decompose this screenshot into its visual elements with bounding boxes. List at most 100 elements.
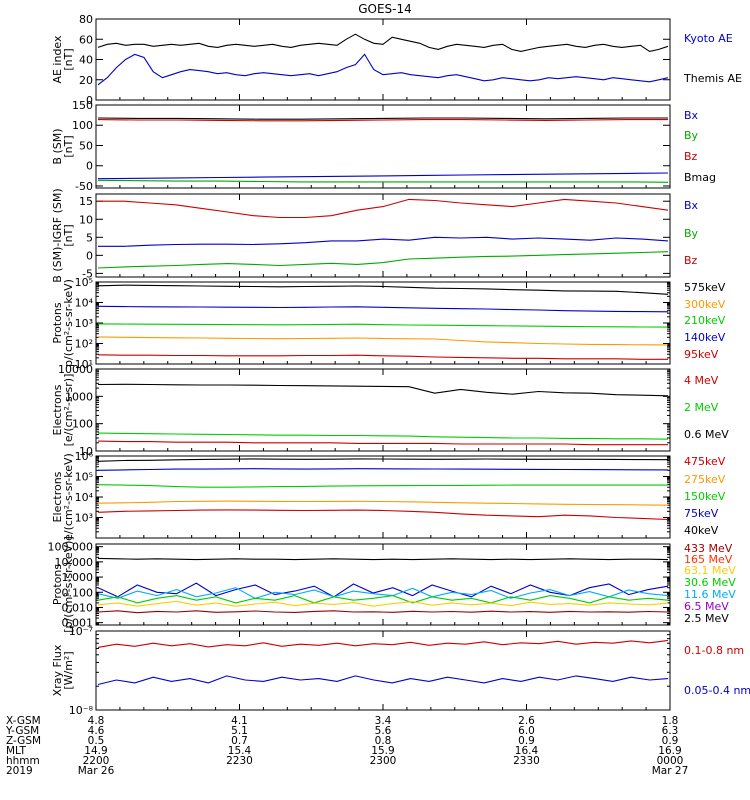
series-line bbox=[97, 557, 669, 561]
y-tick-label: 10⁶ bbox=[75, 450, 94, 463]
legend-label: Kyoto AE bbox=[684, 32, 733, 45]
series-line bbox=[97, 117, 668, 120]
ephemeris-cell: 6.3 bbox=[662, 725, 679, 737]
legend-label: 165 MeV bbox=[684, 553, 733, 566]
y-tick-label: 10¹ bbox=[75, 358, 93, 371]
ephemeris-cell: 0.7 bbox=[231, 735, 248, 747]
ephemeris-cell: 4.1 bbox=[231, 715, 248, 727]
y-tick-label: 40 bbox=[79, 54, 93, 67]
series-line bbox=[97, 587, 669, 599]
legend-label: 2 MeV bbox=[684, 401, 719, 414]
legend-label: 433 MeV bbox=[684, 542, 733, 555]
legend-label: 95keV bbox=[684, 348, 719, 361]
y-tick-label: 80 bbox=[79, 13, 93, 26]
series-line bbox=[97, 600, 669, 607]
y-axis-label: [p/(cm²-s-sr-keV)] bbox=[62, 536, 75, 633]
ephemeris-cell: 4.6 bbox=[88, 725, 105, 737]
legend-label: 63.1 MeV bbox=[684, 564, 736, 577]
series-line bbox=[97, 639, 669, 648]
series-line bbox=[97, 284, 669, 295]
legend-label: 210keV bbox=[684, 314, 726, 327]
ephemeris-cell: Mar 27 bbox=[652, 765, 689, 777]
y-tick-label: -50 bbox=[75, 180, 93, 193]
ephemeris-cell: 0.9 bbox=[662, 735, 679, 747]
series-line bbox=[98, 198, 669, 219]
ephemeris-cell: 15.9 bbox=[371, 745, 394, 757]
legend-label: 30.6 MeV bbox=[684, 576, 736, 589]
y-tick-label: 0 bbox=[86, 160, 93, 173]
panel-3: -5 0 5 10 15 B (SM)-IGRF (SM)[nT] Bx By Bz bbox=[51, 188, 699, 282]
y-tick-label: 0.100 bbox=[62, 586, 94, 599]
y-tick-label: 10.000 bbox=[55, 556, 94, 569]
series-line bbox=[97, 53, 669, 86]
series-line bbox=[97, 172, 669, 180]
y-axis-label: [nT] bbox=[62, 224, 75, 246]
series-line bbox=[97, 440, 668, 446]
panel-2: -50 0 50 100 150 B (SM)[nT] Bx By Bz Bmag bbox=[51, 99, 716, 193]
ephemeris-row-label: MLT bbox=[6, 745, 26, 757]
y-tick-label: 10³ bbox=[75, 512, 93, 525]
y-tick-label: 0.001 bbox=[62, 617, 94, 630]
legend-label: Bx bbox=[684, 109, 699, 122]
y-tick-label: 100 bbox=[72, 119, 93, 132]
legend-label: Themis AE bbox=[683, 72, 742, 85]
panel-1: 0 20 40 60 80 AE index[nT] Kyoto AE Themis AE bbox=[51, 13, 742, 107]
legend-label: By bbox=[684, 129, 699, 142]
ephemeris-cell: 16.9 bbox=[658, 745, 681, 757]
legend-label: 300keV bbox=[684, 298, 726, 311]
ephemeris-cell: 2.6 bbox=[518, 715, 535, 727]
series-line bbox=[98, 236, 669, 247]
y-axis-label: [e/(cm²-s-sr)] bbox=[62, 374, 75, 447]
panel-frame bbox=[95, 281, 671, 365]
plot-title: GOES-14 bbox=[358, 2, 412, 16]
ephemeris-row-label: X-GSM bbox=[6, 715, 41, 727]
y-tick-label: 100 bbox=[72, 418, 93, 431]
y-tick-label: 0 bbox=[86, 249, 93, 262]
ephemeris-cell: 0.9 bbox=[518, 735, 535, 747]
series-line bbox=[97, 675, 669, 686]
y-tick-label: 15 bbox=[79, 195, 93, 208]
panel-5: 10 100 1000 10000 Electrons[e/(cm²-s-sr)] 4 M… bbox=[51, 363, 729, 458]
ephemeris-cell: 0000 bbox=[657, 755, 684, 767]
y-tick-label: 0.010 bbox=[62, 601, 94, 614]
series-line bbox=[97, 251, 669, 269]
y-tick-label: 50 bbox=[79, 139, 93, 152]
y-axis-label: Electrons bbox=[51, 471, 64, 522]
legend-label: 6.5 MeV bbox=[684, 600, 729, 613]
legend-label: 140keV bbox=[684, 331, 726, 344]
legend-label: Bz bbox=[684, 254, 698, 267]
y-tick-label: 10⁵ bbox=[75, 276, 93, 289]
series-line bbox=[97, 354, 668, 360]
y-tick-label: 10000 bbox=[58, 363, 93, 376]
legend-label: 11.6 MeV bbox=[684, 588, 736, 601]
y-tick-label: 0 bbox=[86, 94, 93, 107]
legend-label: Bmag bbox=[684, 171, 716, 184]
ephemeris-cell: 16.4 bbox=[515, 745, 539, 757]
series-line bbox=[97, 383, 669, 397]
legend-label: 0.1-0.8 nm bbox=[684, 644, 744, 657]
ephemeris-cell: 6.0 bbox=[518, 725, 535, 737]
y-axis-label: B (SM) bbox=[51, 128, 64, 164]
ephemeris-cell: 2200 bbox=[83, 755, 110, 767]
y-tick-label: 10⁴ bbox=[75, 491, 94, 504]
ephemeris-cell: 0.8 bbox=[375, 735, 392, 747]
legend-label: 75keV bbox=[684, 507, 719, 520]
y-axis-label: Protons bbox=[51, 302, 64, 343]
y-tick-label: 10⁵ bbox=[75, 471, 93, 484]
y-axis-label: AE index bbox=[51, 35, 64, 84]
y-tick-label: 10⁻⁷ bbox=[69, 625, 93, 638]
legend-label: 275keV bbox=[684, 473, 726, 486]
series-line bbox=[97, 179, 669, 183]
y-tick-label: 10⁻⁸ bbox=[69, 704, 94, 717]
y-tick-label: 10² bbox=[75, 338, 93, 351]
y-tick-label: 1.000 bbox=[62, 571, 94, 584]
y-tick-label: 10 bbox=[79, 445, 93, 458]
series-line bbox=[97, 610, 669, 614]
y-axis-label: Xray Flux bbox=[51, 644, 64, 696]
y-tick-label: 100.000 bbox=[48, 541, 94, 554]
y-tick-label: 60 bbox=[79, 33, 93, 46]
ephemeris-cell: 2230 bbox=[226, 755, 253, 767]
series-line bbox=[97, 305, 669, 313]
